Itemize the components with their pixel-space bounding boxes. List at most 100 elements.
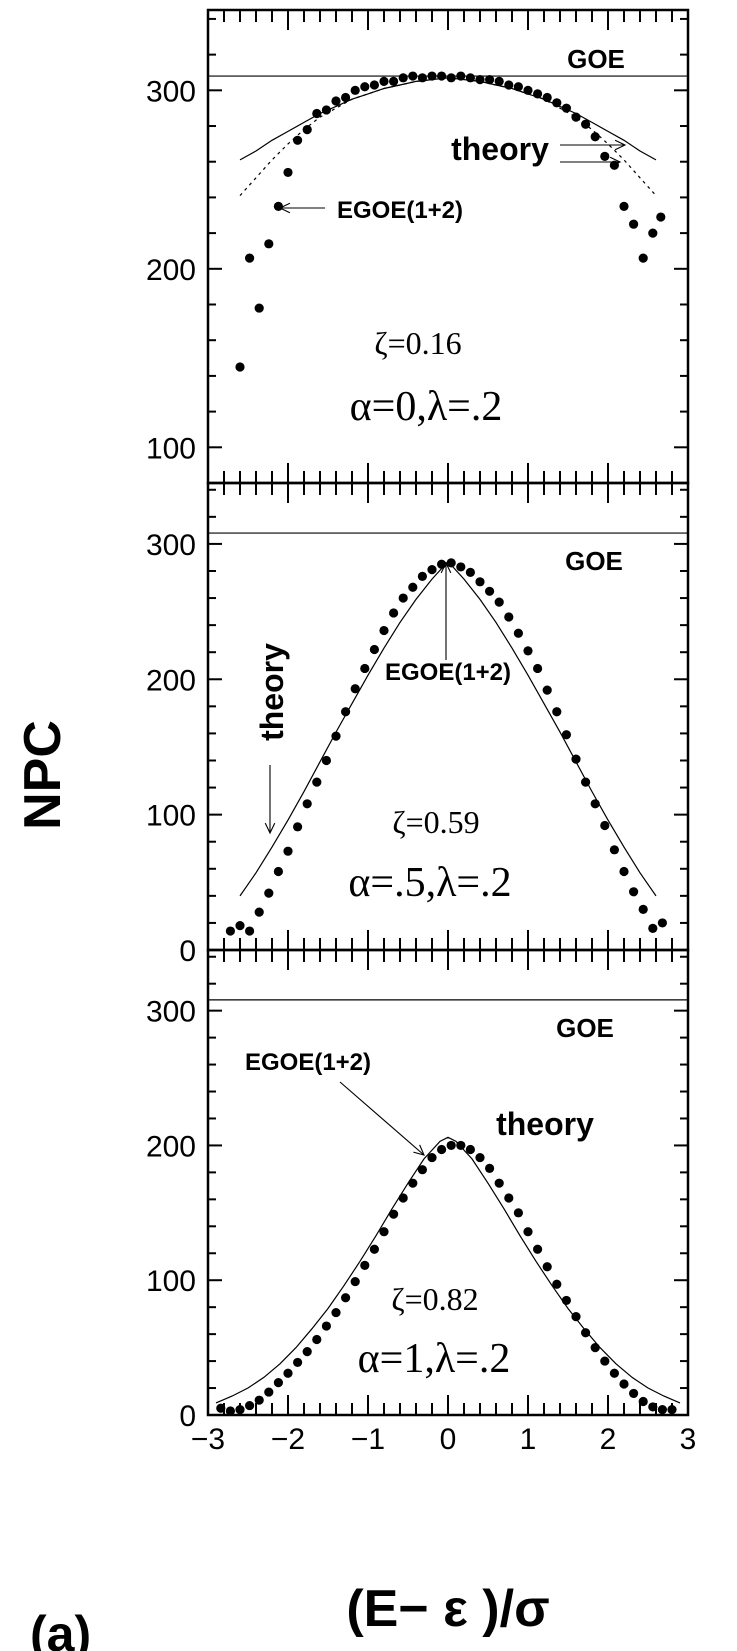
data-point bbox=[360, 663, 370, 674]
data-point bbox=[600, 820, 610, 831]
data-point bbox=[657, 1405, 668, 1415]
y-tick-label: 100 bbox=[146, 1265, 196, 1298]
data-point bbox=[264, 239, 274, 249]
data-point bbox=[341, 92, 351, 103]
data-point bbox=[446, 558, 456, 568]
data-point bbox=[475, 577, 485, 587]
data-point bbox=[427, 71, 437, 81]
data-point bbox=[398, 73, 408, 83]
data-point bbox=[350, 684, 360, 694]
data-point bbox=[513, 628, 524, 638]
data-point bbox=[360, 82, 370, 92]
data-point bbox=[475, 75, 485, 85]
x-axis-title: (E− ε )/σ bbox=[346, 1580, 549, 1638]
data-point bbox=[225, 926, 235, 936]
data-point bbox=[638, 253, 648, 263]
data-point bbox=[398, 1193, 408, 1203]
goe-label: GOE bbox=[567, 44, 625, 74]
data-point bbox=[446, 1140, 456, 1151]
y-tick-label: 0 bbox=[179, 935, 196, 968]
data-point bbox=[341, 707, 351, 717]
egoe-label: EGOE(1+2) bbox=[245, 1049, 371, 1076]
annotation-arrow bbox=[339, 1081, 425, 1156]
data-point bbox=[513, 1208, 524, 1218]
data-point bbox=[273, 1378, 283, 1388]
panel-middle: 0 100 200 300 GOE theory EGOE(1+2) ζ=0.59 α=.5,λ… bbox=[146, 481, 690, 968]
panel-bottom: 0 100 200 300 −3 −2 −1 0 1 2 3 GOE theory EGOE(1+2) ζ=… bbox=[146, 948, 697, 1456]
data-point bbox=[456, 1140, 466, 1151]
data-point bbox=[408, 582, 418, 592]
data-point bbox=[245, 926, 255, 936]
data-point bbox=[513, 82, 524, 92]
x-tick-label: 3 bbox=[680, 1423, 697, 1456]
data-point bbox=[302, 799, 312, 809]
data-point bbox=[581, 1328, 591, 1338]
data-point bbox=[619, 201, 629, 211]
data-point bbox=[379, 1227, 389, 1237]
data-point bbox=[533, 1244, 543, 1254]
data-point bbox=[283, 846, 293, 856]
theory-label: theory bbox=[496, 1106, 594, 1142]
data-point bbox=[398, 593, 408, 603]
arrow-head bbox=[440, 561, 452, 574]
y-tick-label: 300 bbox=[146, 75, 196, 108]
panel-label: (a) bbox=[30, 1606, 91, 1651]
data-point bbox=[235, 362, 245, 372]
y-tick-label: 200 bbox=[146, 254, 196, 287]
data-point bbox=[273, 201, 283, 211]
x-tick-label: 0 bbox=[440, 1423, 457, 1456]
data-point bbox=[619, 1379, 629, 1389]
y-tick-label: 100 bbox=[146, 432, 196, 465]
data-point bbox=[533, 663, 543, 674]
data-point bbox=[590, 1343, 600, 1353]
arrow-head bbox=[264, 822, 276, 835]
data-point bbox=[417, 1165, 427, 1175]
zeta-label: ζ=0.59 bbox=[392, 804, 479, 840]
theory-label: theory bbox=[254, 643, 290, 741]
data-point bbox=[475, 1152, 485, 1163]
x-tick-label: −2 bbox=[271, 1423, 305, 1456]
data-point bbox=[427, 1152, 437, 1163]
params-label: α=.5,λ=.2 bbox=[348, 860, 511, 906]
data-point bbox=[494, 76, 504, 86]
y-tick-label: 200 bbox=[146, 664, 196, 697]
data-point bbox=[638, 1396, 648, 1407]
x-tick-label: −1 bbox=[351, 1423, 385, 1456]
arrow-head bbox=[614, 139, 627, 151]
y-tick-label: 0 bbox=[179, 1400, 196, 1433]
data-point bbox=[283, 1368, 293, 1378]
data-point bbox=[656, 212, 666, 222]
egoe-label: EGOE(1+2) bbox=[337, 197, 463, 224]
data-point bbox=[321, 755, 331, 766]
data-point bbox=[465, 567, 475, 577]
data-point bbox=[293, 1357, 303, 1368]
params-label: α=1,λ=.2 bbox=[358, 1336, 511, 1382]
data-point bbox=[552, 707, 562, 717]
data-point bbox=[331, 96, 341, 106]
data-point bbox=[254, 303, 264, 313]
y-tick-label: 300 bbox=[146, 529, 196, 562]
data-point bbox=[293, 135, 303, 145]
data-point bbox=[600, 151, 610, 161]
data-point bbox=[456, 562, 466, 572]
data-point bbox=[485, 75, 495, 85]
data-point bbox=[283, 167, 293, 178]
theory-curve bbox=[239, 77, 657, 161]
data-point bbox=[389, 608, 399, 618]
chart-panels: 100200300GOEtheoryEGOE(1+2)ζ=0.16α=0,λ=.… bbox=[146, 8, 697, 1456]
data-point bbox=[369, 1244, 379, 1254]
data-point bbox=[216, 1403, 226, 1413]
data-point bbox=[379, 625, 389, 636]
data-point bbox=[657, 918, 668, 928]
data-point bbox=[494, 1178, 504, 1188]
goe-label: GOE bbox=[556, 1013, 614, 1043]
data-point bbox=[312, 108, 322, 119]
data-point bbox=[590, 132, 600, 142]
data-point bbox=[254, 1395, 264, 1405]
data-point bbox=[629, 1388, 639, 1399]
data-point bbox=[235, 921, 245, 931]
data-point bbox=[581, 119, 591, 129]
data-point bbox=[312, 777, 322, 787]
data-point bbox=[379, 76, 389, 86]
data-point bbox=[235, 1405, 245, 1415]
